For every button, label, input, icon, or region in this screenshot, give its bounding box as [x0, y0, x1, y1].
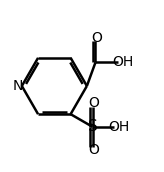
- Text: S: S: [88, 119, 97, 134]
- Text: N: N: [13, 79, 23, 93]
- Text: O: O: [88, 96, 99, 110]
- Text: O: O: [88, 143, 99, 157]
- Text: O: O: [91, 31, 102, 45]
- Text: OH: OH: [113, 55, 134, 69]
- Text: OH: OH: [108, 120, 129, 134]
